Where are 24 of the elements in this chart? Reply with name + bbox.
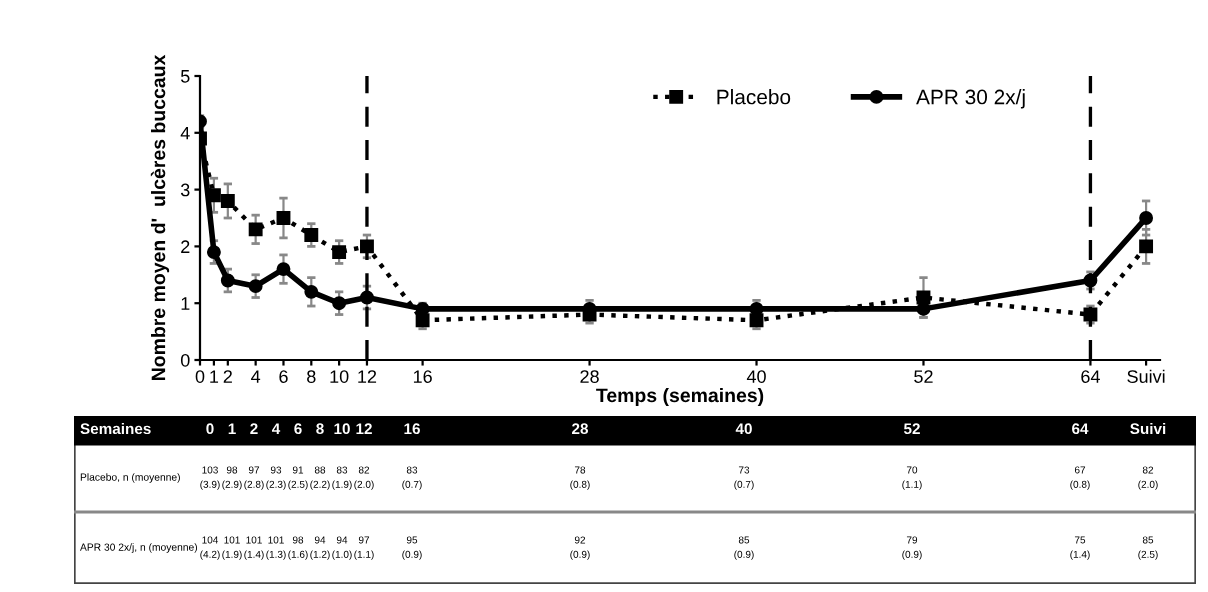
y-tick-label: 4 <box>180 126 190 140</box>
x-tick-label: 4 <box>251 370 261 383</box>
x-tick-label: Suivi <box>1127 369 1165 383</box>
x-tick-label: 52 <box>914 370 933 383</box>
legend-label: APR 30 2x/j <box>916 89 1025 109</box>
y-tick-label: 0 <box>180 353 190 367</box>
legend-label: Placebo <box>717 89 791 105</box>
x-tick-label: 8 <box>307 370 316 383</box>
x-tick-label: 1 <box>210 370 219 383</box>
x-tick-label: 6 <box>279 370 288 383</box>
y-tick-label: 3 <box>180 183 190 197</box>
x-tick-label: 40 <box>746 370 766 383</box>
y-tick-label: 5 <box>180 70 190 83</box>
x-tick-label: 12 <box>358 370 377 383</box>
x-axis-title: Temps (semaines) <box>596 387 764 407</box>
x-tick-label: 2 <box>223 370 232 383</box>
x-tick-label: 28 <box>580 370 599 383</box>
y-tick-label: 1 <box>181 297 190 310</box>
x-tick-label: 0 <box>195 370 205 383</box>
x-tick-label: 64 <box>1081 370 1100 383</box>
x-tick-label: 10 <box>330 370 349 383</box>
y-tick-label: 2 <box>181 240 190 253</box>
x-tick-label: 16 <box>413 370 432 383</box>
y-axis-title: Nombre moyen d' ulcères buccaux <box>150 54 170 381</box>
